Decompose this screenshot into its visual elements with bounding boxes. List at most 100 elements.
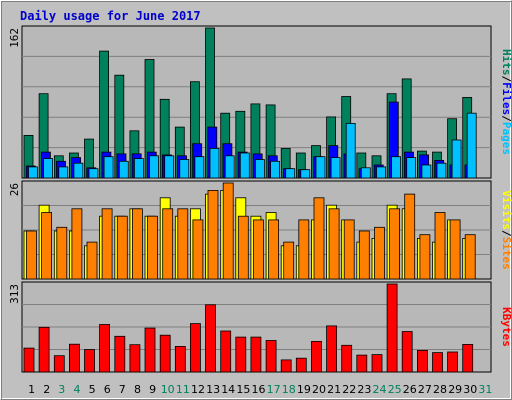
day-label-27: 27: [418, 383, 432, 396]
day-label-16: 16: [252, 383, 266, 396]
bar-kbytes-day-27: [416, 349, 428, 373]
bar-kbytes-day-15: [235, 336, 247, 373]
day-label-30: 30: [463, 383, 477, 396]
y-max-label: 313: [8, 284, 21, 304]
bar-sites-day-19: [298, 219, 310, 280]
bar-kbytes-day-4: [69, 343, 80, 373]
bar-pages-day-6: [103, 156, 114, 179]
bar-sites-day-12: [192, 219, 204, 280]
bar-sites-day-7: [116, 215, 128, 280]
bar-kbytes-day-11: [174, 345, 186, 373]
day-label-1: 1: [28, 383, 35, 396]
bar-sites-day-4: [71, 208, 83, 280]
bar-kbytes-day-20: [311, 340, 322, 373]
bar-pages-day-17: [270, 160, 281, 179]
bar-kbytes-day-19: [295, 357, 307, 373]
bar-kbytes-day-12: [189, 323, 201, 373]
day-label-3: 3: [58, 383, 65, 396]
day-label-11: 11: [176, 383, 190, 396]
bar-sites-day-3: [56, 226, 68, 280]
bar-kbytes-day-5: [84, 349, 95, 373]
bar-pages-day-8: [133, 158, 144, 179]
bar-kbytes-day-21: [326, 325, 338, 373]
day-label-2: 2: [43, 383, 50, 396]
bar-pages-day-24: [376, 166, 386, 179]
bar-kbytes-day-29: [447, 351, 459, 373]
bar-pages-day-19: [300, 169, 311, 179]
bar-sites-day-20: [313, 197, 325, 280]
bar-kbytes-day-7: [114, 335, 126, 373]
chart-title: Daily usage for June 2017: [20, 9, 201, 23]
bar-pages-day-5: [88, 168, 99, 179]
day-label-20: 20: [312, 383, 326, 396]
bar-sites-day-10: [162, 208, 174, 280]
day-label-19: 19: [297, 383, 311, 396]
bar-pages-day-20: [315, 156, 326, 179]
bar-pages-day-23: [360, 167, 371, 179]
bar-sites-day-13: [207, 189, 219, 280]
bar-pages-day-1: [28, 166, 38, 179]
bar-pages-day-15: [239, 152, 250, 179]
bar-pages-day-12: [194, 156, 205, 179]
series-pages: [28, 112, 477, 179]
day-label-29: 29: [448, 383, 462, 396]
bar-pages-day-9: [149, 155, 159, 179]
day-label-24: 24: [373, 383, 387, 396]
day-label-26: 26: [403, 383, 417, 396]
bar-pages-day-10: [164, 155, 175, 179]
bar-sites-day-2: [41, 212, 52, 280]
series-label-visits-sites: Visits/Sites: [500, 190, 512, 270]
series-label-hits-files-pages: Hits/Files/Pages: [500, 49, 512, 155]
panel-kbytes: 313 KBytes: [8, 281, 512, 373]
bar-pages-day-22: [345, 123, 356, 179]
bar-pages-day-18: [285, 168, 296, 179]
bar-sites-day-1: [26, 230, 37, 280]
bar-kbytes-day-22: [341, 344, 353, 373]
bar-pages-day-7: [118, 160, 129, 179]
day-label-6: 6: [104, 383, 111, 396]
day-label-25: 25: [388, 383, 402, 396]
day-label-9: 9: [149, 383, 156, 396]
day-label-17: 17: [267, 383, 281, 396]
series-label-part: KBytes: [500, 307, 512, 347]
bar-pages-day-30: [466, 112, 477, 179]
bar-kbytes-day-25: [386, 283, 398, 373]
bar-pages-day-4: [73, 162, 84, 179]
series-label-part: Hits: [500, 49, 512, 76]
bar-sites-day-30: [464, 234, 476, 280]
bar-sites-day-8: [131, 208, 143, 280]
y-max-label: 162: [8, 28, 21, 48]
series-label-kbytes: KBytes: [500, 307, 512, 347]
bar-sites-day-5: [86, 241, 98, 280]
chart-panels: 162Hits/Files/Pages26Visits/Sites313KByt…: [8, 25, 512, 373]
day-label-28: 28: [433, 383, 447, 396]
bar-pages-day-3: [58, 166, 69, 179]
bar-sites-day-11: [177, 208, 189, 280]
bar-pages-day-21: [330, 157, 341, 179]
day-label-4: 4: [74, 383, 81, 396]
day-label-7: 7: [119, 383, 126, 396]
bar-pages-day-14: [224, 155, 235, 179]
bar-kbytes-day-17: [265, 340, 277, 373]
y-max-label: 26: [8, 183, 21, 196]
series-label-part: Files: [500, 82, 512, 115]
bar-pages-day-16: [254, 159, 265, 179]
bar-sites-day-9: [147, 215, 158, 280]
bar-kbytes-day-9: [144, 327, 156, 373]
bar-kbytes-day-24: [371, 354, 383, 373]
day-label-10: 10: [161, 383, 175, 396]
day-axis-labels: 1 2 3 4 5 6 7 8 9 10 11 12 13 14 15 16 17 18 19 20 21 22 23 24 2…: [28, 383, 492, 396]
bar-sites-day-28: [434, 212, 446, 280]
series-label-part: Pages: [500, 122, 512, 155]
bar-pages-day-26: [406, 157, 417, 179]
day-label-14: 14: [221, 383, 235, 396]
bar-sites-day-16: [252, 219, 264, 280]
bar-sites-day-18: [283, 241, 295, 280]
bar-kbytes-day-28: [432, 352, 443, 373]
day-label-18: 18: [282, 383, 296, 396]
series-label-part: /: [500, 76, 512, 83]
bar-kbytes-day-1: [23, 347, 35, 373]
